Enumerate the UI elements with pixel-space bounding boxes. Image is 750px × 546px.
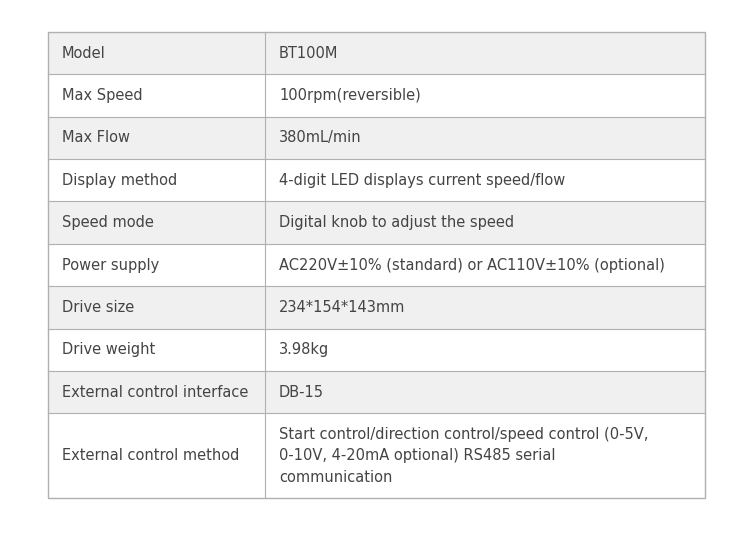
Text: Start control/direction control/speed control (0-5V,
0-10V, 4-20mA optional) RS4: Start control/direction control/speed co… (279, 426, 648, 485)
Bar (48, 117, 265, 159)
Bar (48, 286, 265, 329)
Bar (48, 32, 705, 498)
Text: Max Speed: Max Speed (62, 88, 142, 103)
Bar (48, 32, 265, 74)
Text: External control method: External control method (62, 448, 239, 463)
Text: 4-digit LED displays current speed/flow: 4-digit LED displays current speed/flow (279, 173, 566, 188)
Text: DB-15: DB-15 (279, 384, 324, 400)
Text: 100rpm(reversible): 100rpm(reversible) (279, 88, 421, 103)
Bar (48, 159, 265, 201)
Bar (48, 201, 265, 244)
Bar (265, 413, 705, 498)
Text: 380mL/min: 380mL/min (279, 130, 362, 145)
Bar (48, 413, 265, 498)
Bar (265, 244, 705, 286)
Text: Drive weight: Drive weight (62, 342, 155, 357)
Text: Speed mode: Speed mode (62, 215, 154, 230)
Bar (265, 159, 705, 201)
Text: 3.98kg: 3.98kg (279, 342, 329, 357)
Text: Digital knob to adjust the speed: Digital knob to adjust the speed (279, 215, 514, 230)
Text: 234*154*143mm: 234*154*143mm (279, 300, 405, 315)
Text: Max Flow: Max Flow (62, 130, 130, 145)
Text: Power supply: Power supply (62, 258, 159, 272)
Bar (265, 117, 705, 159)
Bar (48, 74, 265, 117)
Bar (48, 244, 265, 286)
Bar (265, 286, 705, 329)
Text: Display method: Display method (62, 173, 177, 188)
Text: AC220V±10% (standard) or AC110V±10% (optional): AC220V±10% (standard) or AC110V±10% (opt… (279, 258, 664, 272)
Bar (265, 329, 705, 371)
Bar (265, 32, 705, 74)
Bar (265, 74, 705, 117)
Bar (48, 371, 265, 413)
Bar (48, 329, 265, 371)
Text: BT100M: BT100M (279, 46, 338, 61)
Bar (265, 201, 705, 244)
Text: External control interface: External control interface (62, 384, 248, 400)
Text: Drive size: Drive size (62, 300, 134, 315)
Text: Model: Model (62, 46, 106, 61)
Bar (265, 371, 705, 413)
